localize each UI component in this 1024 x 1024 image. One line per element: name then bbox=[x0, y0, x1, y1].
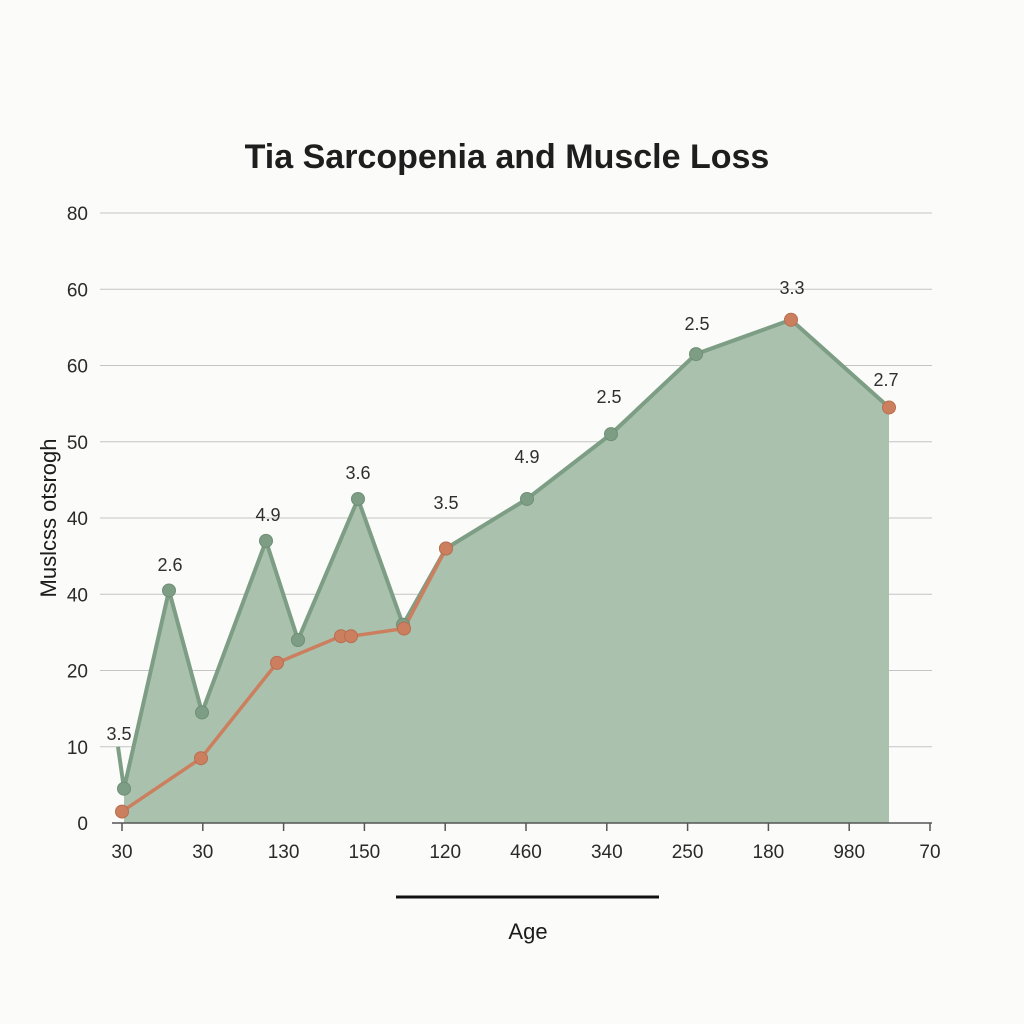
x-tick-label: 150 bbox=[349, 842, 381, 863]
y-axis-ticks: 0 10 20 40 40 50 60 60 80 bbox=[67, 204, 88, 835]
orange-data-point bbox=[439, 541, 453, 556]
x-tick-label: 130 bbox=[268, 842, 300, 863]
y-tick-label: 50 bbox=[67, 433, 88, 454]
orange-data-point bbox=[270, 655, 284, 670]
y-tick-label: 10 bbox=[67, 738, 88, 759]
data-label: 2.7 bbox=[873, 370, 898, 390]
green-data-point bbox=[689, 347, 703, 362]
green-data-point bbox=[195, 705, 209, 720]
x-tick-label: 30 bbox=[192, 842, 213, 863]
data-label: 2.5 bbox=[596, 387, 621, 407]
x-tick-label: 30 bbox=[111, 842, 132, 863]
data-label: 4.9 bbox=[514, 447, 539, 467]
green-data-point bbox=[604, 427, 618, 442]
data-label: 4.9 bbox=[255, 505, 280, 525]
orange-data-point bbox=[784, 312, 798, 327]
data-label: 3.5 bbox=[433, 493, 458, 513]
green-data-point bbox=[117, 781, 131, 796]
orange-data-point bbox=[397, 621, 411, 636]
x-tick-label: 120 bbox=[429, 842, 461, 863]
orange-data-point bbox=[882, 400, 896, 415]
data-label: 3.6 bbox=[345, 463, 370, 483]
chart-title: Tia Sarcopenia and Muscle Loss bbox=[244, 138, 770, 176]
green-data-point bbox=[291, 633, 305, 647]
y-tick-label: 20 bbox=[67, 662, 88, 683]
green-data-point bbox=[351, 491, 365, 506]
green-data-point bbox=[162, 583, 176, 598]
orange-data-point bbox=[194, 751, 208, 766]
green-data-point bbox=[259, 533, 273, 548]
x-tick-label: 340 bbox=[591, 842, 623, 863]
y-tick-label: 80 bbox=[67, 204, 88, 225]
data-label: 3.3 bbox=[779, 278, 804, 298]
y-tick-label: 40 bbox=[67, 585, 88, 606]
y-tick-label: 60 bbox=[67, 357, 88, 378]
data-label: 2.5 bbox=[684, 314, 709, 334]
area-fill bbox=[124, 319, 889, 823]
y-tick-label: 60 bbox=[67, 280, 88, 301]
data-label: 2.6 bbox=[157, 555, 182, 575]
x-tick-label: 180 bbox=[753, 842, 785, 863]
y-axis-title: Muslcss otsrogh bbox=[36, 439, 61, 598]
x-tick-label: 70 bbox=[919, 842, 940, 863]
orange-series-points bbox=[115, 312, 896, 819]
x-axis-title: Age bbox=[508, 919, 547, 944]
orange-data-point bbox=[344, 629, 358, 644]
y-tick-label: 40 bbox=[67, 509, 88, 530]
orange-data-point bbox=[115, 804, 129, 819]
y-tick-label: 0 bbox=[77, 814, 88, 835]
green-series-line bbox=[116, 317, 891, 791]
x-tick-label: 250 bbox=[672, 842, 704, 863]
green-data-point bbox=[520, 491, 534, 506]
x-axis-ticks: 30 30 130 150 120 460 340 250 180 980 70 bbox=[111, 823, 941, 863]
x-tick-label: 460 bbox=[510, 842, 542, 863]
data-label: 3.5 bbox=[106, 724, 131, 744]
x-tick-label: 980 bbox=[833, 842, 865, 863]
data-labels: 3.5 2.6 4.9 3.6 3.5 4.9 2.5 2.5 3.3 2.7 bbox=[106, 278, 898, 744]
